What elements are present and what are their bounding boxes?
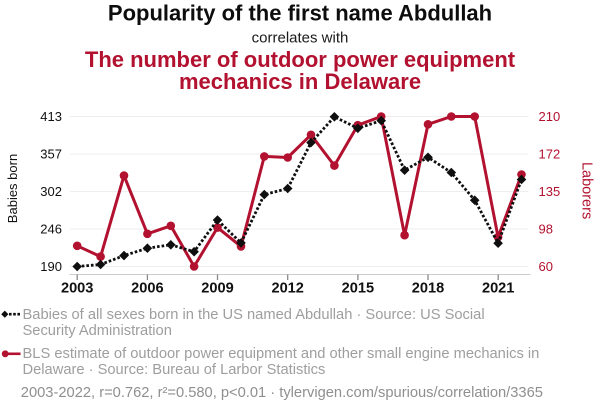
svg-text:135: 135 — [539, 184, 561, 199]
svg-text:357: 357 — [40, 147, 62, 162]
svg-text:2003-2022, r=0.762, r²=0.580,: 2003-2022, r=0.762, r²=0.580, p<0.01 · t… — [21, 385, 543, 401]
svg-text:2012: 2012 — [271, 281, 303, 297]
svg-text:2003: 2003 — [61, 281, 93, 297]
svg-text:Delaware · Source: Bureau of L: Delaware · Source: Bureau of Larbor Stat… — [23, 362, 326, 378]
svg-text:correlates with: correlates with — [252, 30, 349, 47]
svg-text:2018: 2018 — [412, 281, 444, 297]
svg-text:Popularity of the first name A: Popularity of the first name Abdullah — [108, 0, 492, 25]
svg-text:210: 210 — [539, 109, 561, 124]
svg-text:2006: 2006 — [131, 281, 163, 297]
svg-text:2009: 2009 — [201, 281, 233, 297]
svg-text:98: 98 — [539, 222, 553, 237]
svg-text:Security Administration: Security Administration — [23, 323, 172, 339]
svg-text:2015: 2015 — [342, 281, 374, 297]
svg-text:Babies born: Babies born — [5, 154, 20, 223]
svg-text:246: 246 — [40, 222, 62, 237]
svg-text:2021: 2021 — [482, 281, 514, 297]
svg-text:60: 60 — [539, 259, 553, 274]
svg-text:BLS estimate of outdoor power: BLS estimate of outdoor power equipment … — [23, 346, 540, 362]
svg-text:mechanics in Delaware: mechanics in Delaware — [179, 69, 421, 94]
svg-text:Babies of all sexes born in th: Babies of all sexes born in the US named… — [23, 307, 485, 323]
svg-text:413: 413 — [40, 109, 62, 124]
svg-text:Laborers: Laborers — [579, 162, 595, 219]
svg-text:302: 302 — [40, 184, 62, 199]
svg-text:The number of outdoor power eq: The number of outdoor power equipment — [85, 47, 516, 72]
svg-text:172: 172 — [539, 147, 561, 162]
svg-text:190: 190 — [40, 259, 62, 274]
